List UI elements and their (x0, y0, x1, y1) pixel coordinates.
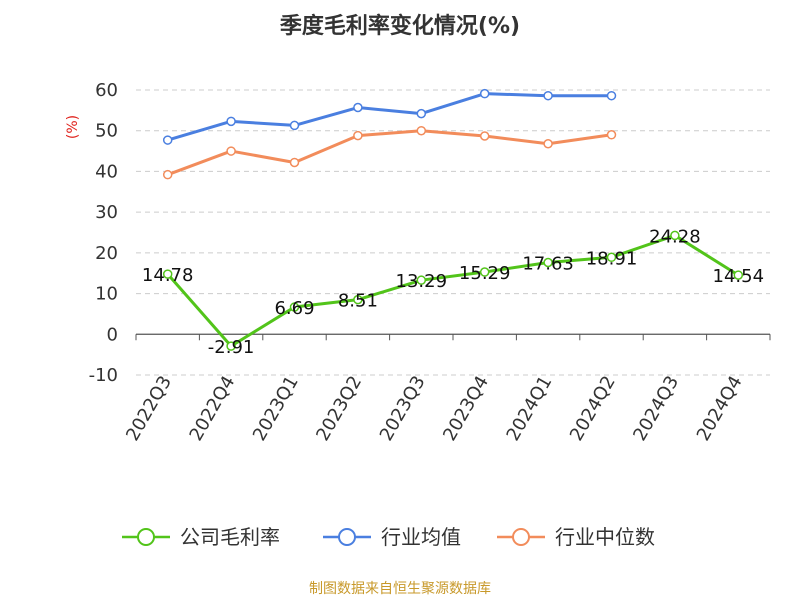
data-label: -2.91 (208, 337, 255, 358)
data-point (353, 102, 363, 113)
data-point (226, 146, 236, 156)
legend-marker-icon (137, 528, 155, 546)
y-axis-label: (%) (65, 115, 81, 139)
x-tick-label: 2024Q1 (503, 372, 557, 444)
y-tick-label: 50 (95, 121, 118, 142)
legend-marker-icon (512, 528, 530, 546)
data-point (162, 269, 173, 279)
data-point (416, 275, 427, 285)
y-tick-label: 0 (107, 324, 118, 345)
data-label: 18.91 (586, 248, 638, 269)
data-label: 14.54 (713, 266, 765, 287)
data-point (289, 302, 300, 312)
x-tick-label: 2023Q4 (439, 372, 493, 444)
x-tick-label: 2022Q4 (186, 372, 240, 444)
data-point (289, 120, 300, 131)
data-point (543, 90, 553, 101)
data-label: 8.51 (338, 291, 378, 312)
data-label: 15.29 (459, 263, 511, 284)
data-point (733, 270, 744, 280)
chart-title: 季度毛利率变化情况(%) (279, 14, 521, 39)
x-tick-label: 2022Q3 (122, 372, 176, 444)
y-tick-label: 20 (95, 243, 118, 264)
y-tick-label: 10 (95, 284, 118, 305)
series-line (167, 129, 612, 177)
y-tick-label: 40 (95, 161, 118, 182)
x-tick-label: 2023Q2 (312, 372, 366, 444)
legend-marker-icon (338, 528, 356, 546)
grid-lines (136, 89, 770, 376)
legend-label: 行业中位数 (555, 525, 655, 549)
data-point (353, 130, 363, 141)
series-line (167, 92, 612, 142)
data-point (226, 116, 236, 127)
x-tick-label: 2024Q2 (566, 372, 620, 444)
data-label: 6.69 (274, 298, 314, 319)
data-point (416, 125, 427, 136)
data-point (162, 135, 173, 145)
data-point (353, 294, 363, 305)
data-label: 14.78 (142, 265, 194, 286)
series-line (166, 233, 740, 348)
x-tick-label: 2023Q3 (376, 372, 430, 444)
data-point (226, 341, 236, 351)
data-point (479, 88, 490, 99)
data-label: 17.63 (522, 254, 574, 275)
y-tick-label: 30 (95, 202, 118, 223)
source-note: 制图数据来自恒生聚源数据库 (309, 581, 491, 597)
data-point (543, 257, 553, 268)
data-point (289, 157, 300, 168)
x-tick-label: 2024Q4 (693, 372, 747, 444)
legend-label: 公司毛利率 (180, 525, 280, 549)
data-point (606, 130, 617, 140)
data-point (479, 267, 490, 277)
data-point (416, 108, 427, 119)
data-label: 13.29 (396, 271, 448, 292)
data-point (670, 230, 680, 241)
data-point (606, 252, 617, 263)
data-point (606, 90, 617, 101)
x-tick-label: 2024Q3 (629, 372, 683, 444)
data-point (543, 138, 553, 149)
data-point (479, 131, 490, 141)
y-tick-label: -10 (89, 365, 118, 386)
data-point (162, 169, 173, 180)
y-tick-label: 60 (95, 80, 118, 101)
x-tick-label: 2023Q1 (249, 372, 303, 444)
legend-label: 行业均值 (381, 525, 461, 549)
data-labels: 14.78 -2.91 6.69 8.51 13.29 15.29 17.63 18.91 24… (142, 226, 764, 358)
legend: 公司毛利率 行业均值 行业中位数 (122, 525, 655, 549)
series-lines (162, 88, 744, 351)
data-label: 24.28 (649, 226, 701, 247)
